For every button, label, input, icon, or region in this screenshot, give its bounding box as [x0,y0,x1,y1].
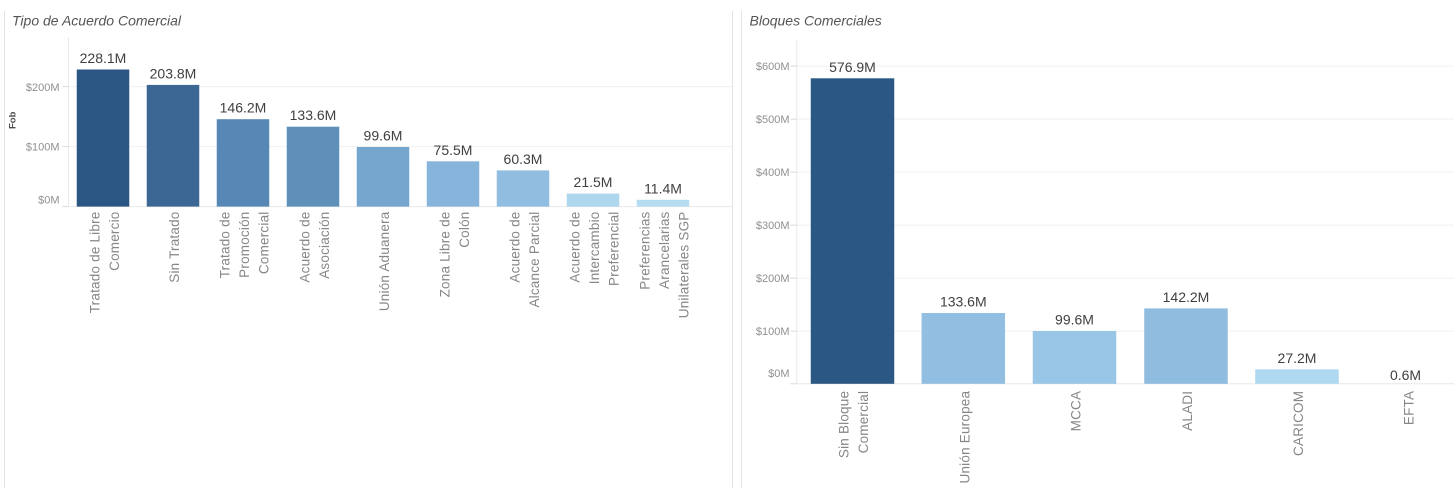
svg-text:Preferencias: Preferencias [638,211,653,289]
svg-text:133.6M: 133.6M [940,294,987,310]
svg-text:$200M: $200M [26,82,60,94]
svg-text:Intercambio: Intercambio [587,212,602,285]
svg-text:228.1M: 228.1M [80,50,127,66]
svg-text:576.9M: 576.9M [829,59,876,75]
svg-text:Acuerdo de: Acuerdo de [568,212,583,283]
svg-text:75.5M: 75.5M [434,142,473,158]
svg-text:0.6M: 0.6M [1390,367,1421,383]
svg-text:Colón: Colón [457,212,472,248]
svg-text:Preferencial: Preferencial [607,212,622,286]
svg-text:Comercial: Comercial [257,212,272,275]
svg-text:$100M: $100M [26,142,60,154]
svg-text:$200M: $200M [756,273,790,285]
svg-text:Comercio: Comercio [107,212,122,271]
svg-text:Sin Bloque: Sin Bloque [837,391,852,458]
svg-text:Acuerdo de: Acuerdo de [507,212,522,283]
svg-text:146.2M: 146.2M [220,100,267,116]
svg-text:Fob: Fob [8,111,19,129]
svg-text:Zona Libre de: Zona Libre de [437,212,452,298]
svg-text:Acuerdo de: Acuerdo de [297,212,312,283]
svg-text:11.4M: 11.4M [644,180,682,196]
svg-text:Unilaterales SGP: Unilaterales SGP [677,212,692,319]
svg-text:CARICOM: CARICOM [1291,391,1306,456]
svg-text:142.2M: 142.2M [1163,289,1210,305]
svg-text:Asociación: Asociación [317,212,332,279]
svg-text:133.6M: 133.6M [290,107,337,123]
svg-text:$400M: $400M [756,167,790,179]
svg-text:Tipo de Acuerdo Comercial: Tipo de Acuerdo Comercial [12,13,182,29]
svg-text:99.6M: 99.6M [1055,312,1094,328]
svg-text:60.3M: 60.3M [504,151,543,167]
svg-text:Promoción: Promoción [237,212,252,278]
svg-text:Alcance Parcial: Alcance Parcial [527,212,542,308]
svg-text:Arancelarias: Arancelarias [657,211,672,288]
svg-text:203.8M: 203.8M [150,65,197,81]
svg-text:21.5M: 21.5M [574,174,613,190]
svg-text:$0M: $0M [38,194,59,206]
svg-text:Comercial: Comercial [856,391,871,454]
svg-text:Tratado de Libre: Tratado de Libre [87,212,102,314]
svg-text:Bloques Comerciales: Bloques Comerciales [750,13,882,29]
svg-text:27.2M: 27.2M [1278,350,1317,366]
svg-text:$600M: $600M [756,61,790,73]
svg-text:$100M: $100M [756,326,790,338]
svg-text:EFTA: EFTA [1402,391,1417,425]
svg-text:Unión Aduanera: Unión Aduanera [377,211,392,311]
svg-text:$300M: $300M [756,220,790,232]
svg-text:Tratado de: Tratado de [218,212,233,279]
svg-text:Sin Tratado: Sin Tratado [167,212,182,283]
svg-text:MCCA: MCCA [1069,391,1084,432]
svg-text:$500M: $500M [756,114,790,126]
svg-text:Unión Europea: Unión Europea [957,391,972,484]
svg-text:$0M: $0M [768,368,789,380]
svg-text:99.6M: 99.6M [364,128,403,144]
svg-text:ALADI: ALADI [1180,391,1195,431]
